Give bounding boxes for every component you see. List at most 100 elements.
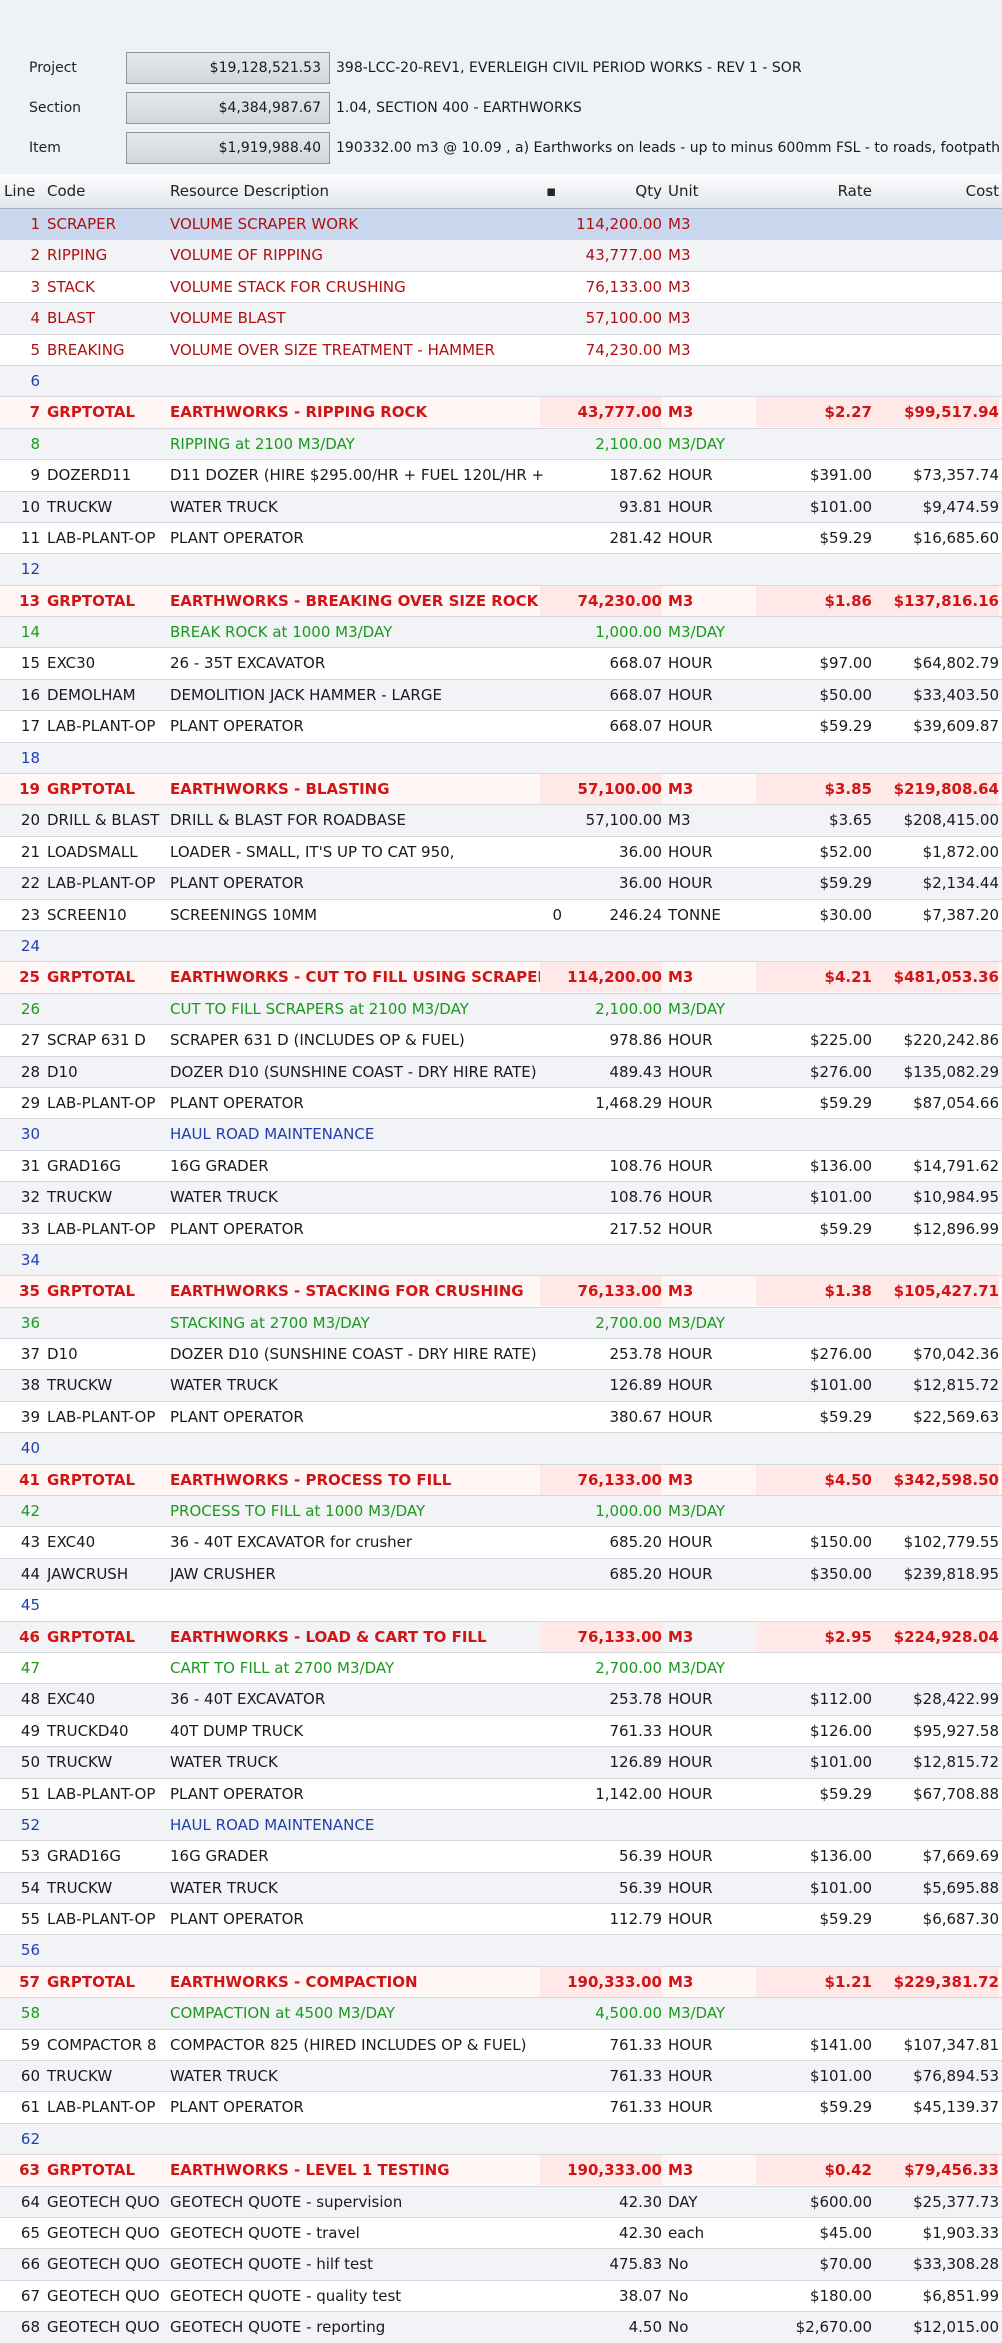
code-cell[interactable]: GEOTECH QUO xyxy=(47,2255,160,2274)
cost-cell[interactable]: $12,896.99 xyxy=(913,1219,999,1238)
rate-cell[interactable]: $70.00 xyxy=(819,2255,873,2274)
line-cell[interactable]: 59 xyxy=(20,2035,40,2054)
description-cell[interactable]: CART TO FILL at 2700 M3/DAY xyxy=(170,1658,395,1677)
table-row[interactable]: 8 RIPPING at 2100 M3/DAY 2,100.00 M3/DAY xyxy=(0,428,1002,461)
table-row[interactable]: 18 xyxy=(0,742,1002,775)
qty-cell[interactable]: 761.33 xyxy=(609,2035,663,2054)
item-value-field[interactable]: $1,919,988.40 xyxy=(126,132,330,164)
table-row[interactable]: 19 GRPTOTAL EARTHWORKS - BLASTING 57,100.00… xyxy=(0,774,1002,806)
unit-cell[interactable]: No xyxy=(668,2286,689,2305)
table-row[interactable]: 16 DEMOLHAM DEMOLITION JACK HAMMER - LARGE… xyxy=(0,679,1002,712)
description-cell[interactable]: 36 - 40T EXCAVATOR xyxy=(170,1690,326,1709)
rate-cell[interactable]: $59.29 xyxy=(819,874,873,893)
line-cell[interactable]: 42 xyxy=(20,1502,40,1521)
table-row[interactable]: 21 LOADSMALL LOADER - SMALL, IT'S UP TO CA… xyxy=(0,836,1002,869)
table-row[interactable]: 3 STACK VOLUME STACK FOR CRUSHING 76,133.00… xyxy=(0,271,1002,304)
table-row[interactable]: 40 xyxy=(0,1433,1002,1465)
line-cell[interactable]: 8 xyxy=(30,434,40,453)
table-row[interactable]: 37 D10 DOZER D10 (SUNSHINE COAST - DRY HIR… xyxy=(0,1339,1002,1371)
line-cell[interactable]: 9 xyxy=(30,466,40,485)
unit-cell[interactable]: HOUR xyxy=(668,1062,713,1081)
table-row[interactable]: 7 GRPTOTAL EARTHWORKS - RIPPING ROCK 43,777… xyxy=(0,397,1002,429)
code-cell[interactable]: LAB-PLANT-OP xyxy=(47,1910,156,1929)
description-cell[interactable]: PLANT OPERATOR xyxy=(170,1407,304,1426)
unit-cell[interactable]: M3/DAY xyxy=(668,1658,726,1677)
header-code[interactable]: Code xyxy=(47,182,86,200)
line-cell[interactable]: 37 xyxy=(20,1345,40,1364)
rate-cell[interactable]: $59.29 xyxy=(819,717,873,736)
rate-cell[interactable]: $2.95 xyxy=(756,1621,872,1652)
rate-cell[interactable]: $45.00 xyxy=(819,2224,873,2242)
cost-cell[interactable]: $12,015.00 xyxy=(913,2318,999,2337)
description-cell[interactable]: 26 - 35T EXCAVATOR xyxy=(170,654,326,673)
cost-cell[interactable]: $6,687.30 xyxy=(922,1910,999,1929)
description-cell[interactable]: VOLUME OVER SIZE TREATMENT - HAMMER xyxy=(170,340,495,359)
description-cell[interactable]: SCREENINGS 10MM xyxy=(170,905,318,924)
description-cell[interactable]: EARTHWORKS - STACKING FOR CRUSHING xyxy=(170,1282,524,1301)
qty-cell[interactable]: 2,100.00 xyxy=(595,434,662,453)
line-cell[interactable]: 31 xyxy=(20,1156,40,1175)
cost-cell[interactable]: $219,808.64 xyxy=(872,774,999,805)
code-cell[interactable]: GEOTECH QUO xyxy=(47,2286,160,2305)
line-cell[interactable]: 14 xyxy=(20,623,40,642)
code-cell[interactable]: JAWCRUSH xyxy=(47,1564,129,1583)
description-cell[interactable]: PROCESS TO FILL at 1000 M3/DAY xyxy=(170,1502,426,1521)
line-cell[interactable]: 26 xyxy=(20,999,40,1018)
cost-cell[interactable]: $87,054.66 xyxy=(913,1093,999,1112)
unit-cell[interactable]: HOUR xyxy=(668,2067,713,2086)
line-cell[interactable]: 32 xyxy=(20,1188,40,1207)
unit-cell[interactable]: HOUR xyxy=(668,1690,713,1709)
cost-cell[interactable]: $1,872.00 xyxy=(922,842,999,861)
line-cell[interactable]: 10 xyxy=(20,497,40,516)
description-cell[interactable]: COMPACTOR 825 (HIRED INCLUDES OP & FUEL) xyxy=(170,2035,527,2054)
line-cell[interactable]: 20 xyxy=(20,811,40,830)
unit-cell[interactable]: M3 xyxy=(668,968,694,987)
description-cell[interactable]: PLANT OPERATOR xyxy=(170,1219,304,1238)
table-row[interactable]: 33 LAB-PLANT-OP PLANT OPERATOR 217.52 HOUR $5… xyxy=(0,1213,1002,1245)
cost-cell[interactable]: $137,816.16 xyxy=(872,585,999,616)
rate-cell[interactable]: $2.27 xyxy=(756,397,872,428)
qty-cell[interactable]: 57,100.00 xyxy=(585,309,662,328)
table-row[interactable]: 31 GRAD16G 16G GRADER 108.76 HOUR $136.00 $14,… xyxy=(0,1150,1002,1183)
line-cell[interactable]: 2 xyxy=(30,246,40,265)
table-row[interactable]: 4 BLAST VOLUME BLAST 57,100.00 M3 xyxy=(0,303,1002,335)
unit-cell[interactable]: M3 xyxy=(668,1282,694,1301)
table-row[interactable]: 52 HAUL ROAD MAINTENANCE xyxy=(0,1809,1002,1842)
qty-cell[interactable]: 43,777.00 xyxy=(585,246,662,265)
description-cell[interactable]: D11 DOZER (HIRE $295.00/HR + FUEL 120L/H… xyxy=(170,466,545,485)
qty-cell[interactable]: 761.33 xyxy=(609,2067,663,2086)
table-row[interactable]: 54 TRUCKW WATER TRUCK 56.39 HOUR $101.00 $5,69… xyxy=(0,1872,1002,1905)
code-cell[interactable]: GRPTOTAL xyxy=(47,1972,136,1991)
line-cell[interactable]: 25 xyxy=(19,968,40,987)
qty-cell[interactable]: 1,000.00 xyxy=(595,1502,662,1521)
unit-cell[interactable]: DAY xyxy=(668,2192,698,2211)
qty-cell[interactable]: 57,100.00 xyxy=(585,811,662,830)
qty-cell[interactable]: 253.78 xyxy=(609,1345,663,1364)
unit-cell[interactable]: HOUR xyxy=(668,2035,713,2054)
unit-cell[interactable]: HOUR xyxy=(668,497,713,516)
code-cell[interactable]: LOADSMALL xyxy=(47,842,138,861)
unit-cell[interactable]: M3 xyxy=(668,780,694,799)
cost-cell[interactable]: $208,415.00 xyxy=(903,811,999,830)
line-cell[interactable]: 65 xyxy=(20,2224,40,2242)
table-row[interactable]: 53 GRAD16G 16G GRADER 56.39 HOUR $136.00 $7,66… xyxy=(0,1841,1002,1873)
qty-cell[interactable]: 42.30 xyxy=(619,2192,662,2211)
unit-cell[interactable]: HOUR xyxy=(668,1878,713,1897)
cost-cell[interactable]: $73,357.74 xyxy=(913,466,999,485)
rate-cell[interactable]: $1.86 xyxy=(756,585,872,616)
description-cell[interactable]: EARTHWORKS - CUT TO FILL USING SCRAPERS xyxy=(170,968,552,987)
line-cell[interactable]: 62 xyxy=(20,2129,40,2148)
qty-cell[interactable]: 253.78 xyxy=(609,1690,663,1709)
line-cell[interactable]: 46 xyxy=(19,1627,40,1646)
cost-cell[interactable]: $342,598.50 xyxy=(872,1464,999,1495)
rate-cell[interactable]: $30.00 xyxy=(819,905,873,924)
line-cell[interactable]: 41 xyxy=(19,1470,40,1489)
table-row[interactable]: 67 GEOTECH QUO GEOTECH QUOTE - quality tes… xyxy=(0,2280,1002,2313)
rate-cell[interactable]: $1.21 xyxy=(756,1966,872,1997)
description-cell[interactable]: 16G GRADER xyxy=(170,1847,269,1866)
description-cell[interactable]: PLANT OPERATOR xyxy=(170,717,304,736)
cost-cell[interactable]: $14,791.62 xyxy=(913,1156,999,1175)
line-cell[interactable]: 13 xyxy=(19,591,40,610)
code-cell[interactable]: GRAD16G xyxy=(47,1847,121,1866)
unit-cell[interactable]: HOUR xyxy=(668,1188,713,1207)
